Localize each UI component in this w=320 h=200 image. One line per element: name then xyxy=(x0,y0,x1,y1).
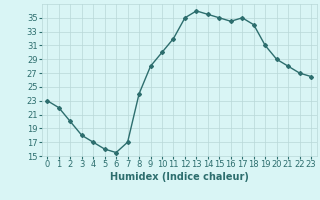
X-axis label: Humidex (Indice chaleur): Humidex (Indice chaleur) xyxy=(110,172,249,182)
